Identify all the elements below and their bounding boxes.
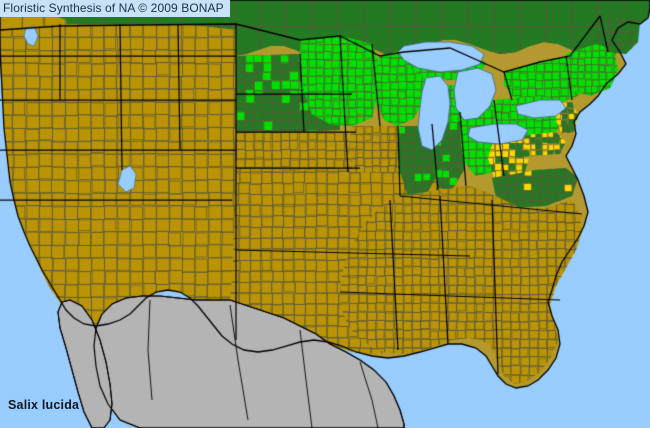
species-name-label: Salix lucida: [8, 398, 80, 412]
map-attribution-title: Floristic Synthesis of NA © 2009 BONAP: [0, 0, 230, 17]
